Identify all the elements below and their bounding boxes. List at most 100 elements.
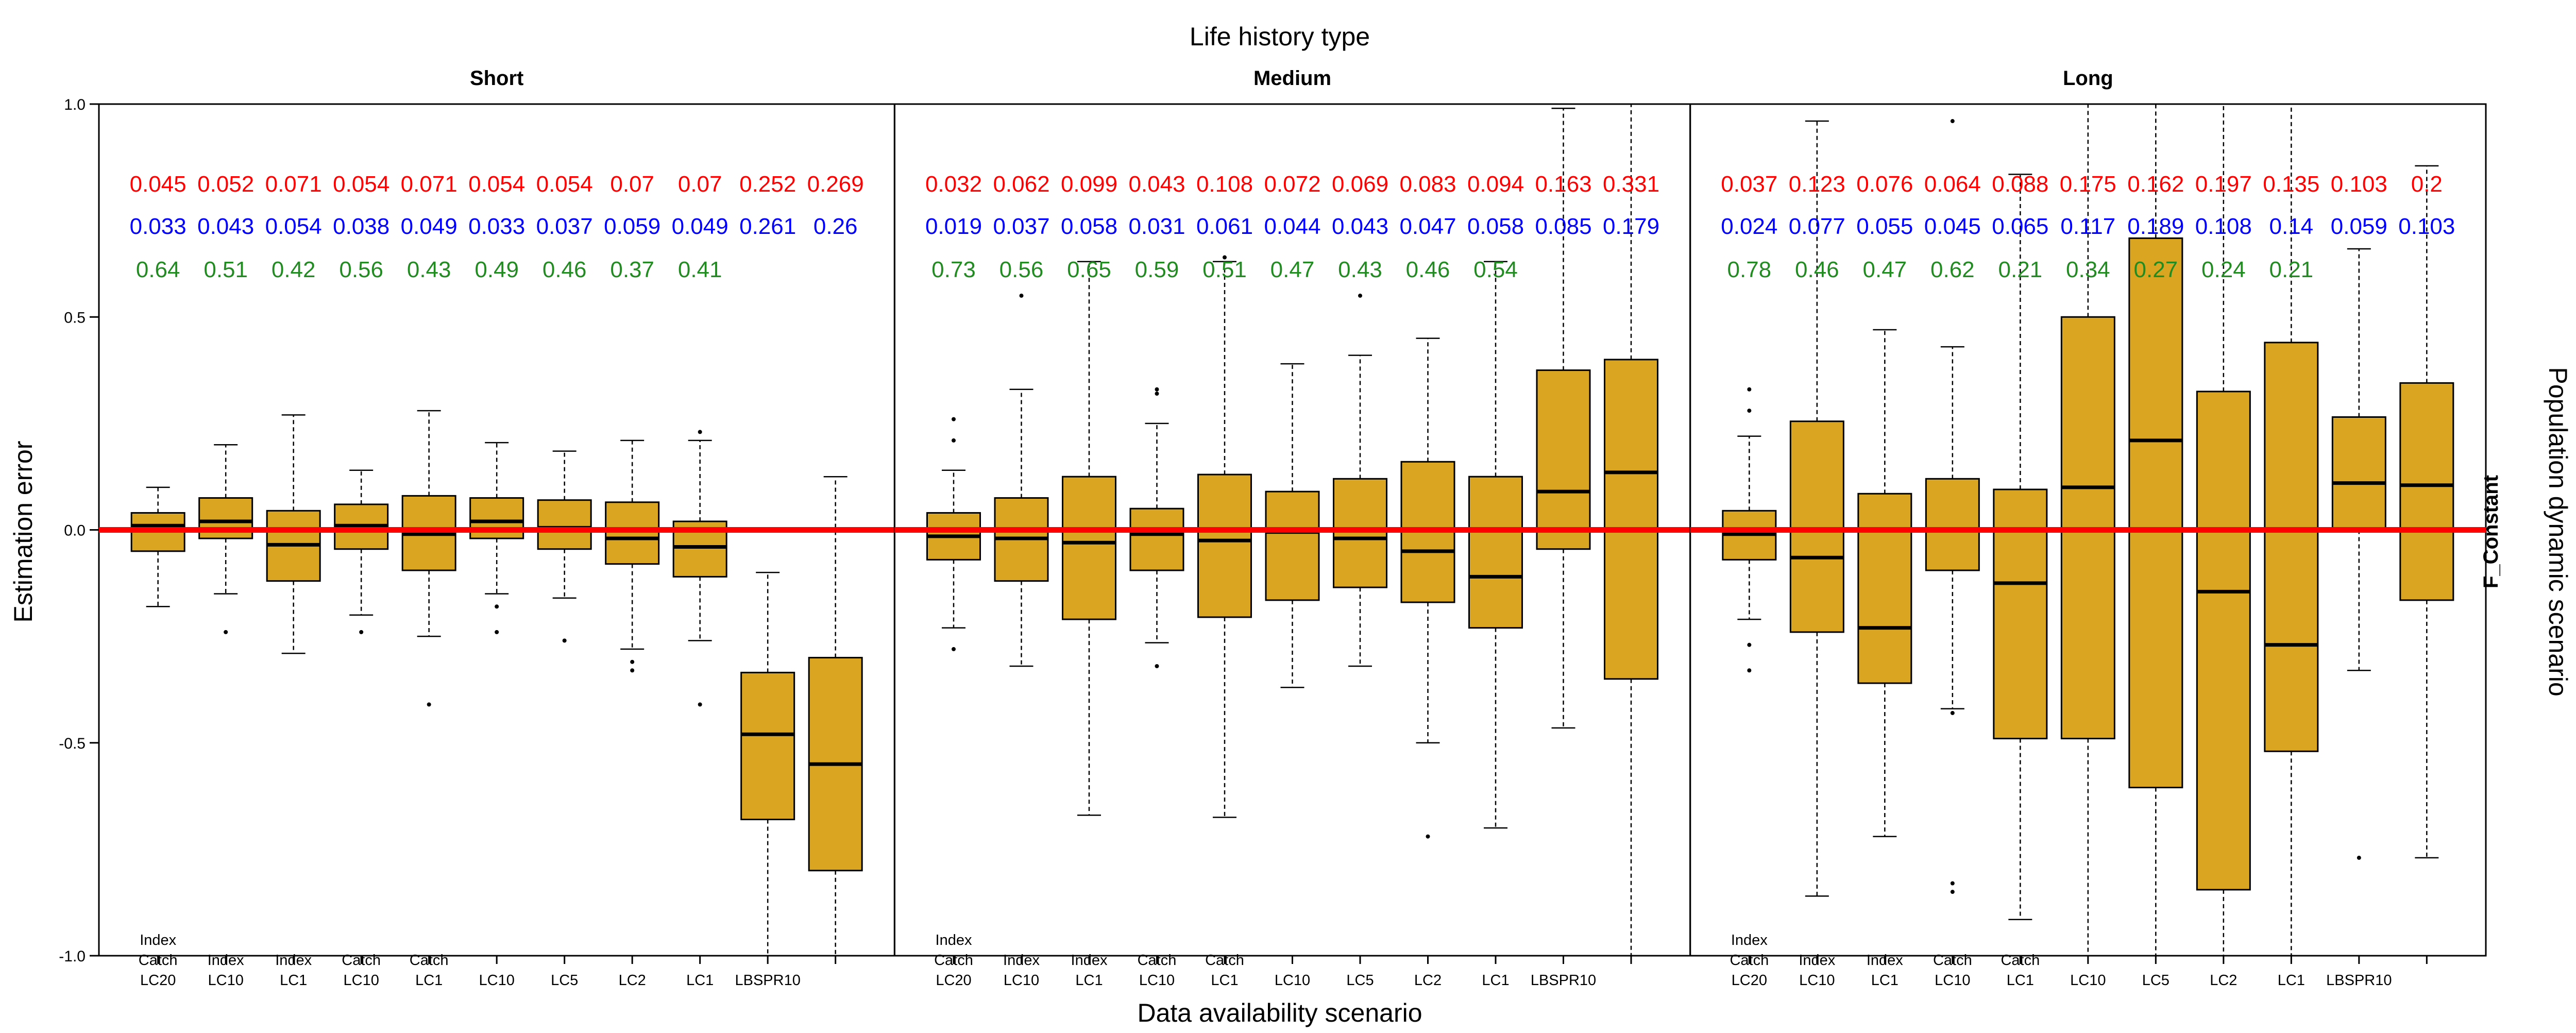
outlier-point [630,659,635,664]
panel-strip-label: Short [470,67,523,90]
box-body [1993,488,2048,739]
x-tick-label: LC10 [1004,972,1039,989]
stat-label-row3: 0.78 [1727,257,1772,282]
stat-label-row1: 0.175 [2060,172,2116,197]
box-body [2399,382,2454,601]
box-2: Index LC10 0.052 0.043 0.51 [197,172,254,989]
stat-label-row1: 0.163 [1535,172,1591,197]
x-tick-label: LC1 [2278,972,2305,989]
x-tick-label: Index [1003,952,1040,969]
stat-label-row3: 0.42 [272,257,316,282]
stat-label-row3: 0.41 [678,257,722,282]
x-tick-label: Catch [1205,952,1244,969]
stat-label-row2: 0.031 [1128,214,1185,239]
stat-label-row1: 0.054 [536,172,593,197]
stat-label-row2: 0.037 [536,214,593,239]
stat-label-row1: 0.069 [1332,172,1388,197]
stat-label-row2: 0.047 [1399,214,1456,239]
stat-label-row1: 0.123 [1789,172,1845,197]
stat-label-row2: 0.054 [265,214,322,239]
stat-label-row3: 0.56 [999,257,1044,282]
stat-label-row3: 0.43 [1338,257,1382,282]
outlier-point [224,630,228,634]
stat-label-row1: 0.2 [2411,172,2443,197]
outlier-point [1019,293,1024,298]
x-tick-label: LC20 [1732,972,1767,989]
box-11: 0.269 0.26 [807,172,864,964]
x-tick-label: Catch [2001,952,2040,969]
box-body [2264,342,2319,752]
stat-label-row3: 0.54 [1473,257,1518,282]
box-7: LC5 0.069 0.043 0.43 [1332,172,1388,989]
stat-label-row1: 0.103 [2331,172,2387,197]
stat-label-row2: 0.058 [1467,214,1524,239]
x-tick-label: Index [936,932,972,949]
x-tick-label: Index [140,932,176,949]
x-tick-label: Catch [342,952,381,969]
x-tick-label: LC1 [2007,972,2034,989]
outlier-point [630,668,635,673]
box-9: LC1 0.094 0.058 0.54 [1467,172,1524,989]
outlier-point [698,702,702,707]
x-tick-label: Index [208,952,244,969]
x-tick-label: LC10 [1935,972,1970,989]
box-1: Index Catch LC20 0.045 0.033 0.64 [130,172,187,989]
box-9: LC1 0.07 0.049 0.41 [672,172,728,989]
outlier-point [1223,255,1227,260]
box-2: Index LC10 0.062 0.037 0.56 [993,172,1049,989]
outlier-point [698,430,702,434]
x-axis-label: Data availability scenario [1137,998,1422,1027]
panel-strip-label: Long [2063,67,2113,90]
box-body [2331,416,2386,531]
stat-label-row2: 0.061 [1196,214,1253,239]
x-tick-label: LC1 [1871,972,1899,989]
stat-label-row2: 0.043 [197,214,254,239]
stat-label-row3: 0.24 [2201,257,2246,282]
outlier-point [359,630,364,634]
stat-label-row3: 0.59 [1135,257,1179,282]
x-tick-label: LC10 [1275,972,1310,989]
x-tick-label: LC20 [140,972,176,989]
box-body [1265,490,1320,601]
outlier-point [495,604,499,609]
outlier-point [1747,642,1752,647]
box-body [1333,478,1387,588]
box-3: Index LC1 0.076 0.055 0.47 [1856,172,1913,989]
x-tick-label: LC10 [208,972,244,989]
stat-label-row1: 0.062 [993,172,1049,197]
y-tick-label: 1.0 [64,96,86,113]
box-body [1197,473,1252,618]
stat-label-row2: 0.033 [130,214,187,239]
stat-label-row1: 0.072 [1264,172,1320,197]
stat-label-row3: 0.47 [1270,257,1315,282]
box-8: LC2 0.07 0.059 0.37 [604,172,660,989]
x-tick-label: Catch [410,952,449,969]
x-tick-label: LBSPR10 [1531,972,1596,989]
stat-label-row2: 0.085 [1535,214,1591,239]
stat-label-row2: 0.108 [2195,214,2252,239]
box-8: LC2 0.197 0.108 0.24 [2195,104,2252,989]
stat-label-row3: 0.73 [931,257,976,282]
stat-label-row2: 0.058 [1061,214,1117,239]
outlier-point [1747,409,1752,413]
stat-label-row3: 0.64 [136,257,180,282]
x-tick-label: LC10 [1139,972,1175,989]
x-tick-label: LC1 [1211,972,1238,989]
box-5: Catch LC1 0.108 0.061 0.51 [1196,172,1253,989]
stat-label-row2: 0.261 [739,214,796,239]
box-body [1925,478,1980,571]
box-9: LC1 0.135 0.14 0.21 [2263,104,2319,989]
box-7: LC5 0.054 0.037 0.46 [536,172,593,989]
x-tick-label: Catch [1933,952,1972,969]
stat-label-row1: 0.162 [2127,172,2184,197]
stat-label-row1: 0.076 [1856,172,1913,197]
panel-strip-label: Medium [1253,67,1331,90]
panel-long: Long Index Catch LC20 0.037 0.024 0.78 Index LC1… [1689,67,2487,989]
x-tick-label: LC2 [619,972,646,989]
stat-label-row1: 0.252 [739,172,796,197]
stat-label-row2: 0.033 [468,214,525,239]
y-tick-label: 0.0 [64,522,86,539]
x-tick-label: LC10 [479,972,515,989]
x-tick-label: Index [275,952,312,969]
stat-label-row2: 0.038 [333,214,389,239]
